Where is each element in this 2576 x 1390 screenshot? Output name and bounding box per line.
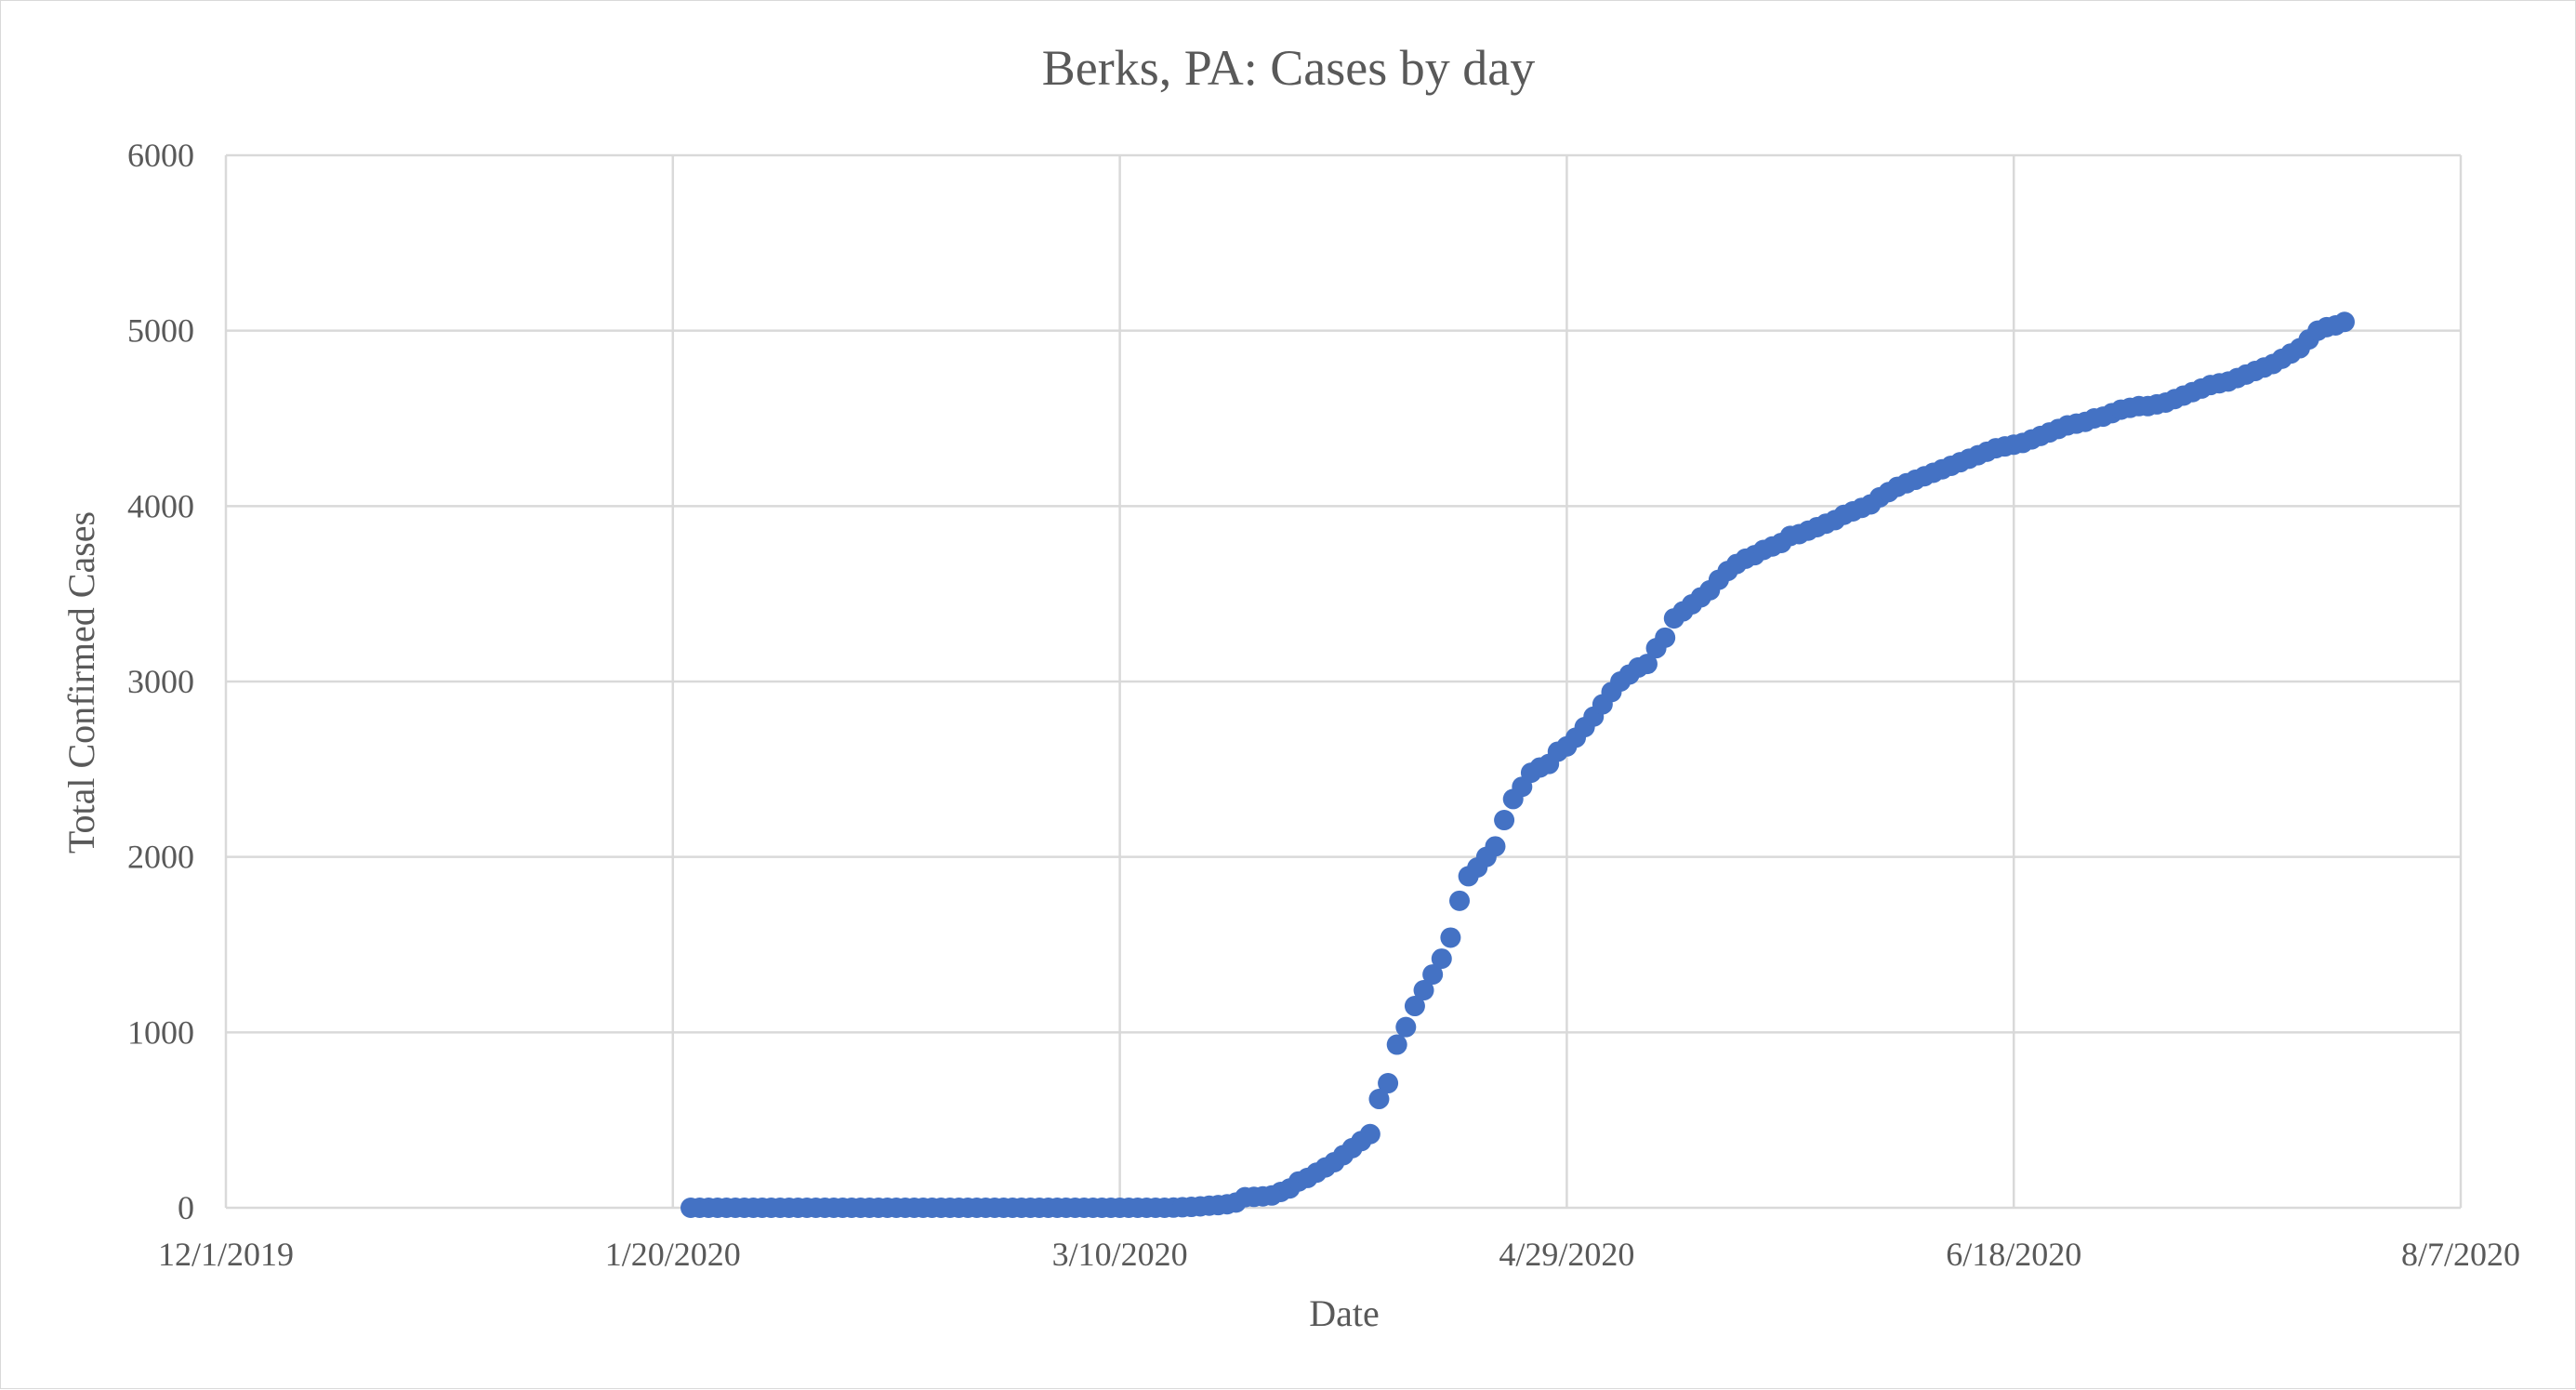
x-axis-tick-labels: 12/1/2019 1/20/2020 3/10/2020 4/29/2020 6/18… bbox=[158, 1236, 2520, 1273]
data-point bbox=[1440, 927, 1461, 948]
y-tick-label: 0 bbox=[178, 1189, 194, 1226]
x-tick-label: 4/29/2020 bbox=[1499, 1236, 1634, 1273]
chart-title: Berks, PA: Cases by day bbox=[1042, 40, 1536, 96]
data-point bbox=[1404, 996, 1425, 1017]
data-point bbox=[1449, 890, 1471, 911]
data-point bbox=[1655, 627, 1676, 648]
y-tick-label: 3000 bbox=[127, 663, 194, 700]
y-axis-title: Total Confirmed Cases bbox=[60, 511, 102, 854]
y-tick-label: 2000 bbox=[127, 839, 194, 876]
data-point bbox=[2333, 311, 2355, 333]
x-axis-title: Date bbox=[1309, 1292, 1380, 1334]
y-tick-label: 4000 bbox=[127, 487, 194, 524]
data-point bbox=[1368, 1089, 1390, 1110]
data-point bbox=[1413, 980, 1434, 1001]
x-tick-label: 8/7/2020 bbox=[2401, 1236, 2520, 1273]
y-tick-label: 6000 bbox=[127, 137, 194, 174]
x-tick-label: 12/1/2019 bbox=[158, 1236, 294, 1273]
data-points bbox=[680, 311, 2355, 1218]
data-point bbox=[1431, 948, 1452, 970]
y-axis-tick-labels: 0 1000 2000 3000 4000 5000 6000 bbox=[127, 137, 194, 1226]
data-point bbox=[1395, 1016, 1417, 1038]
data-point bbox=[1494, 810, 1515, 831]
data-point bbox=[1636, 654, 1658, 675]
gridlines bbox=[224, 153, 2463, 1210]
data-point bbox=[1485, 836, 1506, 857]
data-point bbox=[1378, 1073, 1399, 1094]
x-tick-label: 6/18/2020 bbox=[1946, 1236, 2081, 1273]
y-tick-label: 5000 bbox=[127, 312, 194, 350]
x-tick-label: 3/10/2020 bbox=[1052, 1236, 1188, 1273]
x-tick-label: 1/20/2020 bbox=[605, 1236, 741, 1273]
data-point bbox=[1359, 1123, 1380, 1145]
y-tick-label: 1000 bbox=[127, 1013, 194, 1051]
data-point bbox=[1422, 964, 1444, 986]
data-point bbox=[1386, 1034, 1407, 1055]
